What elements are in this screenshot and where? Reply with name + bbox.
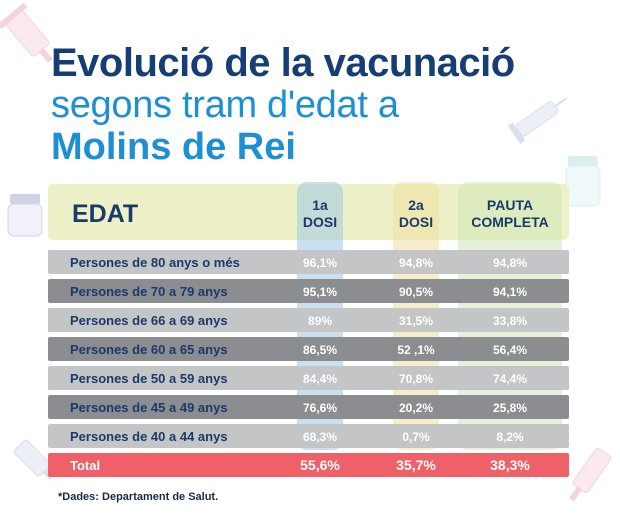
row-dose1: 76,6% xyxy=(302,401,338,415)
total-label: Total xyxy=(70,458,101,473)
syringe-icon xyxy=(507,97,568,144)
row-dose2: 0,7% xyxy=(402,430,430,444)
row-full: 94,8% xyxy=(492,256,528,270)
table-row: Persones de 50 a 59 anys 84,4% 70,8% 74,… xyxy=(48,366,569,390)
vaccine-vial-icon xyxy=(565,156,601,207)
row-label: Persones de 60 a 65 anys xyxy=(70,342,228,357)
vaccine-vial-icon xyxy=(7,194,43,237)
row-dose2: 52 ,1% xyxy=(397,343,435,357)
row-label: Persones de 80 anys o més xyxy=(70,255,240,270)
row-dose1: 96,1% xyxy=(302,256,338,270)
row-dose1: 68,3% xyxy=(302,430,338,444)
row-label: Persones de 40 a 44 anys xyxy=(70,429,228,444)
row-dose2: 90,5% xyxy=(398,285,434,299)
row-full: 25,8% xyxy=(492,401,528,415)
table-row: Persones de 45 a 49 anys 76,6% 20,2% 25,… xyxy=(48,395,569,419)
row-label: Persones de 66 a 69 anys xyxy=(70,313,228,328)
table-row: Persones de 80 anys o més 96,1% 94,8% 94… xyxy=(48,250,569,274)
title-line-3: Molins de Rei xyxy=(51,126,296,168)
total-row: Total 55,6% 35,7% 38,3% xyxy=(48,453,569,477)
row-dose1: 86,5% xyxy=(302,343,338,357)
table-row: Persones de 66 a 69 anys 89% 31,5% 33,8% xyxy=(48,308,569,332)
header-full: PAUTA COMPLETA xyxy=(471,197,549,230)
header-edat: EDAT xyxy=(72,200,139,228)
row-label: Persones de 70 a 79 anys xyxy=(70,284,228,299)
row-full: 8,2% xyxy=(496,430,524,444)
row-dose2: 31,5% xyxy=(398,314,434,328)
row-full: 74,4% xyxy=(492,372,528,386)
header-dose1: 1a DOSI xyxy=(302,197,338,230)
syringe-icon xyxy=(568,447,612,502)
row-dose1: 89% xyxy=(307,314,333,328)
row-dose1: 84,4% xyxy=(302,372,338,386)
table-row: Persones de 40 a 44 anys 68,3% 0,7% 8,2% xyxy=(48,424,569,448)
row-dose1: 95,1% xyxy=(302,285,338,299)
title-line-1: Evolució de la vacunació xyxy=(51,41,515,85)
total-dose2: 35,7% xyxy=(396,457,436,473)
table-row: Persones de 60 a 65 anys 86,5% 52 ,1% 56… xyxy=(48,337,569,361)
row-full: 56,4% xyxy=(492,343,528,357)
header-dose2: 2a DOSI xyxy=(398,197,434,230)
title-line-2: segons tram d'edat a xyxy=(51,84,399,126)
row-dose2: 20,2% xyxy=(398,401,434,415)
total-full: 38,3% xyxy=(490,457,530,473)
table-row: Persones de 70 a 79 anys 95,1% 90,5% 94,… xyxy=(48,279,569,303)
source-footnote: *Dades: Departament de Salut. xyxy=(58,491,219,503)
row-dose2: 94,8% xyxy=(398,256,434,270)
row-dose2: 70,8% xyxy=(398,372,434,386)
row-full: 33,8% xyxy=(492,314,528,328)
row-label: Persones de 45 a 49 anys xyxy=(70,400,228,415)
row-label: Persones de 50 a 59 anys xyxy=(70,371,228,386)
row-full: 94,1% xyxy=(492,285,528,299)
total-dose1: 55,6% xyxy=(300,457,340,473)
syringe-icon xyxy=(0,2,53,63)
page-title: Evolució de la vacunació segons tram d'e… xyxy=(51,42,611,168)
